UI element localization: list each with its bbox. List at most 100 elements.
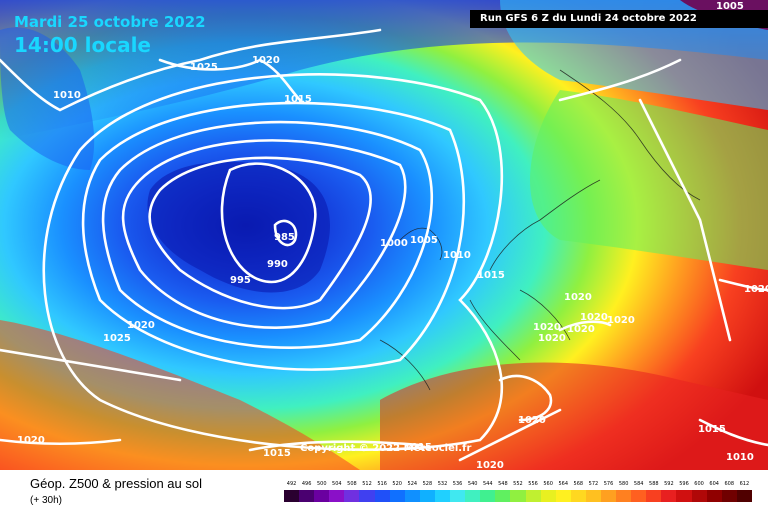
legend-value-label: 560 [543, 481, 553, 487]
legend-value-label: 516 [377, 481, 387, 487]
legend-value-label: 556 [528, 481, 538, 487]
legend-color-bar [284, 490, 752, 502]
legend-color-swatch [329, 490, 345, 502]
map-footer: Géop. Z500 & pression au sol (+ 30h) 492… [0, 470, 768, 512]
isobar-label: 1020 [533, 322, 561, 333]
isobar-label: 1020 [252, 55, 280, 66]
geopotential-map: 1025 1020 1015 1010 985 990 995 1000 100… [0, 0, 768, 470]
legend-color-swatch [525, 490, 541, 502]
map-title: Géop. Z500 & pression au sol [30, 476, 202, 491]
color-scale-legend: 492 496 500 504 508 512 516 520 524 528 532 536 540 5… [284, 478, 752, 508]
legend-value-label: 544 [482, 481, 493, 487]
run-info-banner: Run GFS 6 Z du Lundi 24 octobre 2022 [470, 10, 768, 28]
legend-value-label: 592 [664, 481, 674, 487]
legend-color-swatch [419, 490, 435, 502]
isobar-label: 1025 [103, 333, 131, 344]
isobar-label: 1010 [53, 90, 81, 101]
isobar-label: 1020 [127, 320, 155, 331]
legend-value-label: 600 [694, 481, 704, 487]
low-core [147, 161, 330, 293]
copyright-notice: Copyright © 2022 Meteociel.fr [300, 443, 472, 454]
isobar-label: 995 [230, 275, 251, 286]
legend-color-swatch [736, 490, 752, 502]
legend-value-label: 496 [301, 481, 312, 487]
legend-color-swatch [691, 490, 707, 502]
isobar-label: 1015 [263, 448, 291, 459]
legend-value-label: 524 [407, 481, 418, 487]
isobar-label: 1010 [726, 452, 754, 463]
legend-color-swatch [404, 490, 420, 502]
legend-value-label: 504 [332, 481, 342, 487]
legend-color-swatch [616, 490, 632, 502]
legend-color-swatch [661, 490, 677, 502]
isobar-label: 1010 [443, 250, 471, 261]
legend-value-label: 552 [513, 481, 523, 487]
legend-color-swatch [450, 490, 466, 502]
isobar-label: 1015 [284, 94, 312, 105]
legend-value-label: 528 [422, 481, 433, 487]
isobar-label: 1015 [698, 424, 726, 435]
isobar-label: 1005 [410, 235, 438, 246]
warm-southwest [0, 320, 360, 470]
legend-value-label: 536 [452, 481, 463, 487]
legend-color-swatch [510, 490, 526, 502]
isobar-lines [0, 28, 768, 462]
isobar-label: 1015 [404, 442, 432, 453]
legend-value-label: 604 [709, 481, 719, 487]
legend-color-swatch [465, 490, 481, 502]
legend-color-swatch [600, 490, 617, 502]
legend-value-label: 540 [467, 481, 478, 487]
isobar-label: 1020 [538, 333, 566, 344]
legend-color-swatch [495, 490, 511, 502]
legend-color-swatch [434, 490, 451, 502]
legend-color-swatch [374, 490, 390, 502]
legend-value-label: 596 [679, 481, 689, 487]
legend-value-label: 548 [498, 481, 508, 487]
isobar-labels: 1025 1020 1015 1010 985 990 995 1000 100… [17, 1, 768, 470]
legend-color-swatch [585, 490, 601, 502]
forecast-local-time: 14:00 locale [14, 33, 151, 57]
legend-value-label: 564 [558, 481, 568, 487]
legend-color-swatch [706, 490, 722, 502]
legend-color-swatch [646, 490, 662, 502]
legend-labels: 492 496 500 504 508 512 516 520 524 528 532 536 540 5… [284, 478, 752, 490]
legend-value-label: 512 [362, 481, 372, 487]
legend-color-swatch [555, 490, 571, 502]
greenland-land [0, 27, 95, 170]
legend-value-label: 576 [603, 481, 614, 487]
legend-value-label: 532 [437, 481, 448, 487]
legend-value-label: 612 [739, 481, 750, 487]
isobar-label: 985 [274, 232, 295, 243]
legend-value-label: 572 [588, 481, 599, 487]
legend-value-label: 520 [392, 481, 402, 487]
isobar-label: 1020 [744, 284, 768, 295]
isobar-label: 1020 [564, 292, 592, 303]
east-band [530, 90, 768, 270]
isobar-label: 1020 [476, 460, 504, 470]
isobar-label: 1015 [477, 270, 505, 281]
isobar-label: 1005 [716, 1, 744, 12]
legend-color-swatch [314, 490, 330, 502]
isobar-label: 1000 [380, 238, 408, 249]
legend-value-label: 492 [286, 481, 297, 487]
legend-color-swatch [676, 490, 692, 502]
isobar-label: 1020 [518, 415, 546, 426]
legend-color-swatch [570, 490, 586, 502]
isobar-label: 1025 [190, 62, 218, 73]
legend-value-label: 508 [347, 481, 357, 487]
legend-value-label: 608 [724, 481, 735, 487]
isobar-label: 1020 [17, 435, 45, 446]
legend-color-swatch [631, 490, 647, 502]
legend-color-swatch [299, 490, 315, 502]
coastlines [379, 69, 701, 391]
legend-color-swatch [540, 490, 556, 502]
legend-value-label: 568 [573, 481, 584, 487]
isobar-label: 1020 [580, 312, 608, 323]
warm-south [380, 362, 768, 470]
legend-color-swatch [359, 490, 375, 502]
isobar-label: 1020 [567, 324, 595, 335]
legend-color-swatch [284, 490, 300, 502]
legend-color-swatch [721, 490, 737, 502]
legend-value-label: 584 [633, 481, 644, 487]
